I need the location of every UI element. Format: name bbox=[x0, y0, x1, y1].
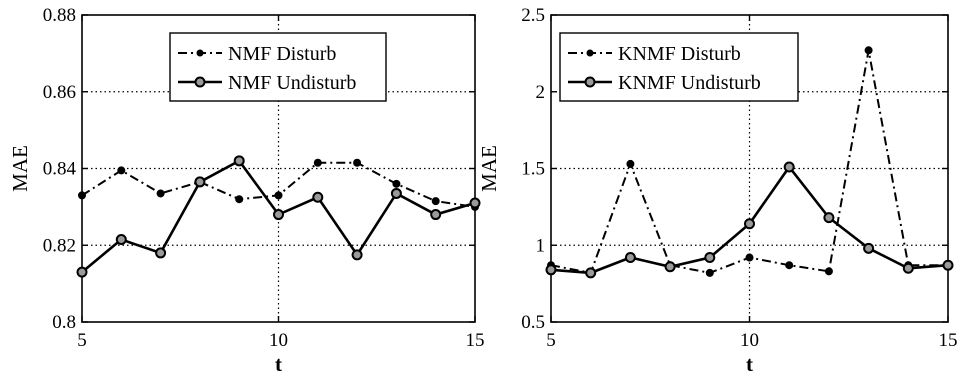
chart2-series-undisturb-point bbox=[585, 267, 597, 279]
chart2-series-disturb-point bbox=[626, 159, 635, 168]
chart1-series-undisturb-point bbox=[273, 209, 284, 221]
chart2-ytick-label: 2 bbox=[536, 82, 546, 103]
chart1-series-disturb-point bbox=[431, 197, 440, 206]
chart1-series-undisturb-point bbox=[76, 266, 88, 278]
chart2-xtick-label: 5 bbox=[546, 330, 556, 351]
chart1-ytick-label: 0.84 bbox=[43, 159, 77, 180]
chart2-series-undisturb-point bbox=[863, 242, 875, 254]
chart2-series-undisturb-point bbox=[545, 264, 557, 276]
chart2-ytick-label: 1.5 bbox=[521, 159, 545, 180]
chart1-ytick-label: 0.88 bbox=[43, 5, 76, 26]
chart1-series-disturb-point bbox=[353, 158, 362, 167]
chart1-series-undisturb-point bbox=[115, 233, 127, 245]
chart2-series-disturb-point bbox=[785, 261, 794, 270]
chart1-ytick-label: 0.86 bbox=[43, 82, 76, 103]
chart2-series-undisturb-point bbox=[783, 161, 795, 173]
chart1-series-undisturb-point bbox=[155, 247, 167, 259]
chart1-legend-undisturb-label: NMF Undisturb bbox=[228, 72, 356, 94]
chart1-series-undisturb-point bbox=[312, 191, 324, 203]
chart2-xtick-label: 15 bbox=[939, 330, 958, 351]
chart2-series-undisturb-point bbox=[624, 252, 636, 264]
chart1-ytick-label: 0.82 bbox=[43, 235, 76, 256]
chart2-legend-box bbox=[559, 32, 799, 102]
chart2-series-undisturb-point bbox=[704, 252, 716, 264]
chart1-xtick-label: 5 bbox=[77, 330, 87, 351]
chart2-series-disturb-point bbox=[864, 46, 873, 55]
chart1-series-undisturb-point bbox=[469, 197, 481, 209]
chart2-ytick-label: 0.5 bbox=[521, 312, 545, 333]
chart1-series-undisturb-point bbox=[351, 249, 363, 261]
chart1-series-disturb-point bbox=[117, 166, 126, 175]
chart1-legend-undisturb-swatch-marker bbox=[194, 76, 206, 88]
chart1-series-undisturb-point bbox=[233, 155, 245, 167]
chart1-legend-box bbox=[169, 32, 387, 102]
chart1-xtick-label: 15 bbox=[466, 330, 485, 351]
chart2-series-disturb-point bbox=[824, 267, 833, 276]
chart1-series-disturb-point bbox=[156, 189, 165, 198]
chart1-group: 5 10 15 0.8 0.82 0.84 0.86 0.88 t MAE NMF Disturb N… bbox=[8, 5, 485, 376]
chart2-series-undisturb-point bbox=[744, 218, 755, 230]
chart2-group: 5 10 15 0.5 1 1.5 2 2.5 t MAE KNMF Disturb KNMF Und… bbox=[477, 5, 958, 376]
chart2-legend-undisturb-swatch-marker bbox=[584, 76, 596, 88]
chart2-y-axis-label: MAE bbox=[477, 145, 501, 192]
chart1-series-disturb-point bbox=[274, 191, 283, 200]
chart2-legend-undisturb-label: KNMF Undisturb bbox=[618, 72, 761, 94]
chart1-x-axis-label: t bbox=[275, 352, 282, 376]
chart1-series-disturb-point bbox=[392, 179, 401, 188]
chart1-series-undisturb-point bbox=[430, 209, 442, 221]
chart1-y-axis-label: MAE bbox=[8, 145, 32, 192]
chart1-ytick-label: 0.8 bbox=[52, 312, 76, 333]
chart1-legend-disturb-label: NMF Disturb bbox=[228, 43, 336, 65]
chart1-legend-disturb-swatch-marker bbox=[196, 49, 204, 57]
chart2-xtick-label: 10 bbox=[740, 330, 759, 351]
chart1-series-disturb-point bbox=[78, 191, 86, 200]
chart2-series-disturb-point bbox=[705, 268, 714, 277]
chart1-xtick-label: 10 bbox=[269, 330, 288, 351]
chart2-series-undisturb-point bbox=[823, 212, 835, 224]
chart1-series-undisturb-point bbox=[194, 176, 206, 188]
chart1-series-disturb-point bbox=[235, 195, 244, 204]
chart1-series-disturb-point bbox=[313, 158, 322, 167]
chart2-legend-disturb-swatch-marker bbox=[586, 49, 594, 57]
chart2-legend-disturb-label: KNMF Disturb bbox=[618, 43, 741, 65]
chart2-x-axis-label: t bbox=[746, 352, 753, 376]
chart2-series-disturb-point bbox=[745, 253, 754, 262]
chart2-ytick-label: 1 bbox=[536, 235, 546, 256]
chart1-series-undisturb-point bbox=[390, 187, 402, 199]
chart2-ytick-label: 2.5 bbox=[521, 5, 545, 26]
chart2-series-undisturb-point bbox=[942, 259, 954, 271]
chart2-series-undisturb-point bbox=[902, 262, 914, 274]
chart2-series-undisturb-point bbox=[664, 261, 676, 273]
